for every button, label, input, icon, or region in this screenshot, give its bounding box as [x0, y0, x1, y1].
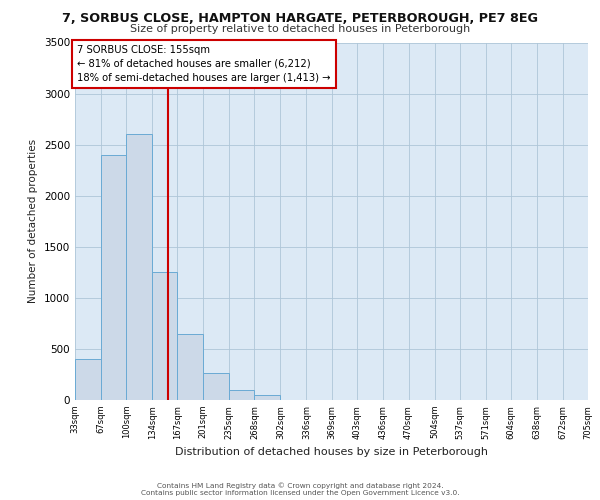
X-axis label: Distribution of detached houses by size in Peterborough: Distribution of detached houses by size … — [175, 447, 488, 457]
Text: Contains HM Land Registry data © Crown copyright and database right 2024.: Contains HM Land Registry data © Crown c… — [157, 482, 443, 489]
Text: Contains public sector information licensed under the Open Government Licence v3: Contains public sector information licen… — [140, 490, 460, 496]
Bar — [203, 374, 229, 400]
Bar — [177, 334, 203, 400]
Bar — [152, 272, 177, 400]
Y-axis label: Number of detached properties: Number of detached properties — [28, 139, 38, 304]
Text: 7, SORBUS CLOSE, HAMPTON HARGATE, PETERBOROUGH, PE7 8EG: 7, SORBUS CLOSE, HAMPTON HARGATE, PETERB… — [62, 12, 538, 26]
Text: Size of property relative to detached houses in Peterborough: Size of property relative to detached ho… — [130, 24, 470, 34]
Bar — [126, 134, 152, 400]
Bar — [75, 359, 101, 400]
Bar — [254, 395, 280, 400]
Bar — [101, 155, 126, 400]
Text: 7 SORBUS CLOSE: 155sqm
← 81% of detached houses are smaller (6,212)
18% of semi-: 7 SORBUS CLOSE: 155sqm ← 81% of detached… — [77, 44, 331, 82]
Bar — [229, 390, 254, 400]
